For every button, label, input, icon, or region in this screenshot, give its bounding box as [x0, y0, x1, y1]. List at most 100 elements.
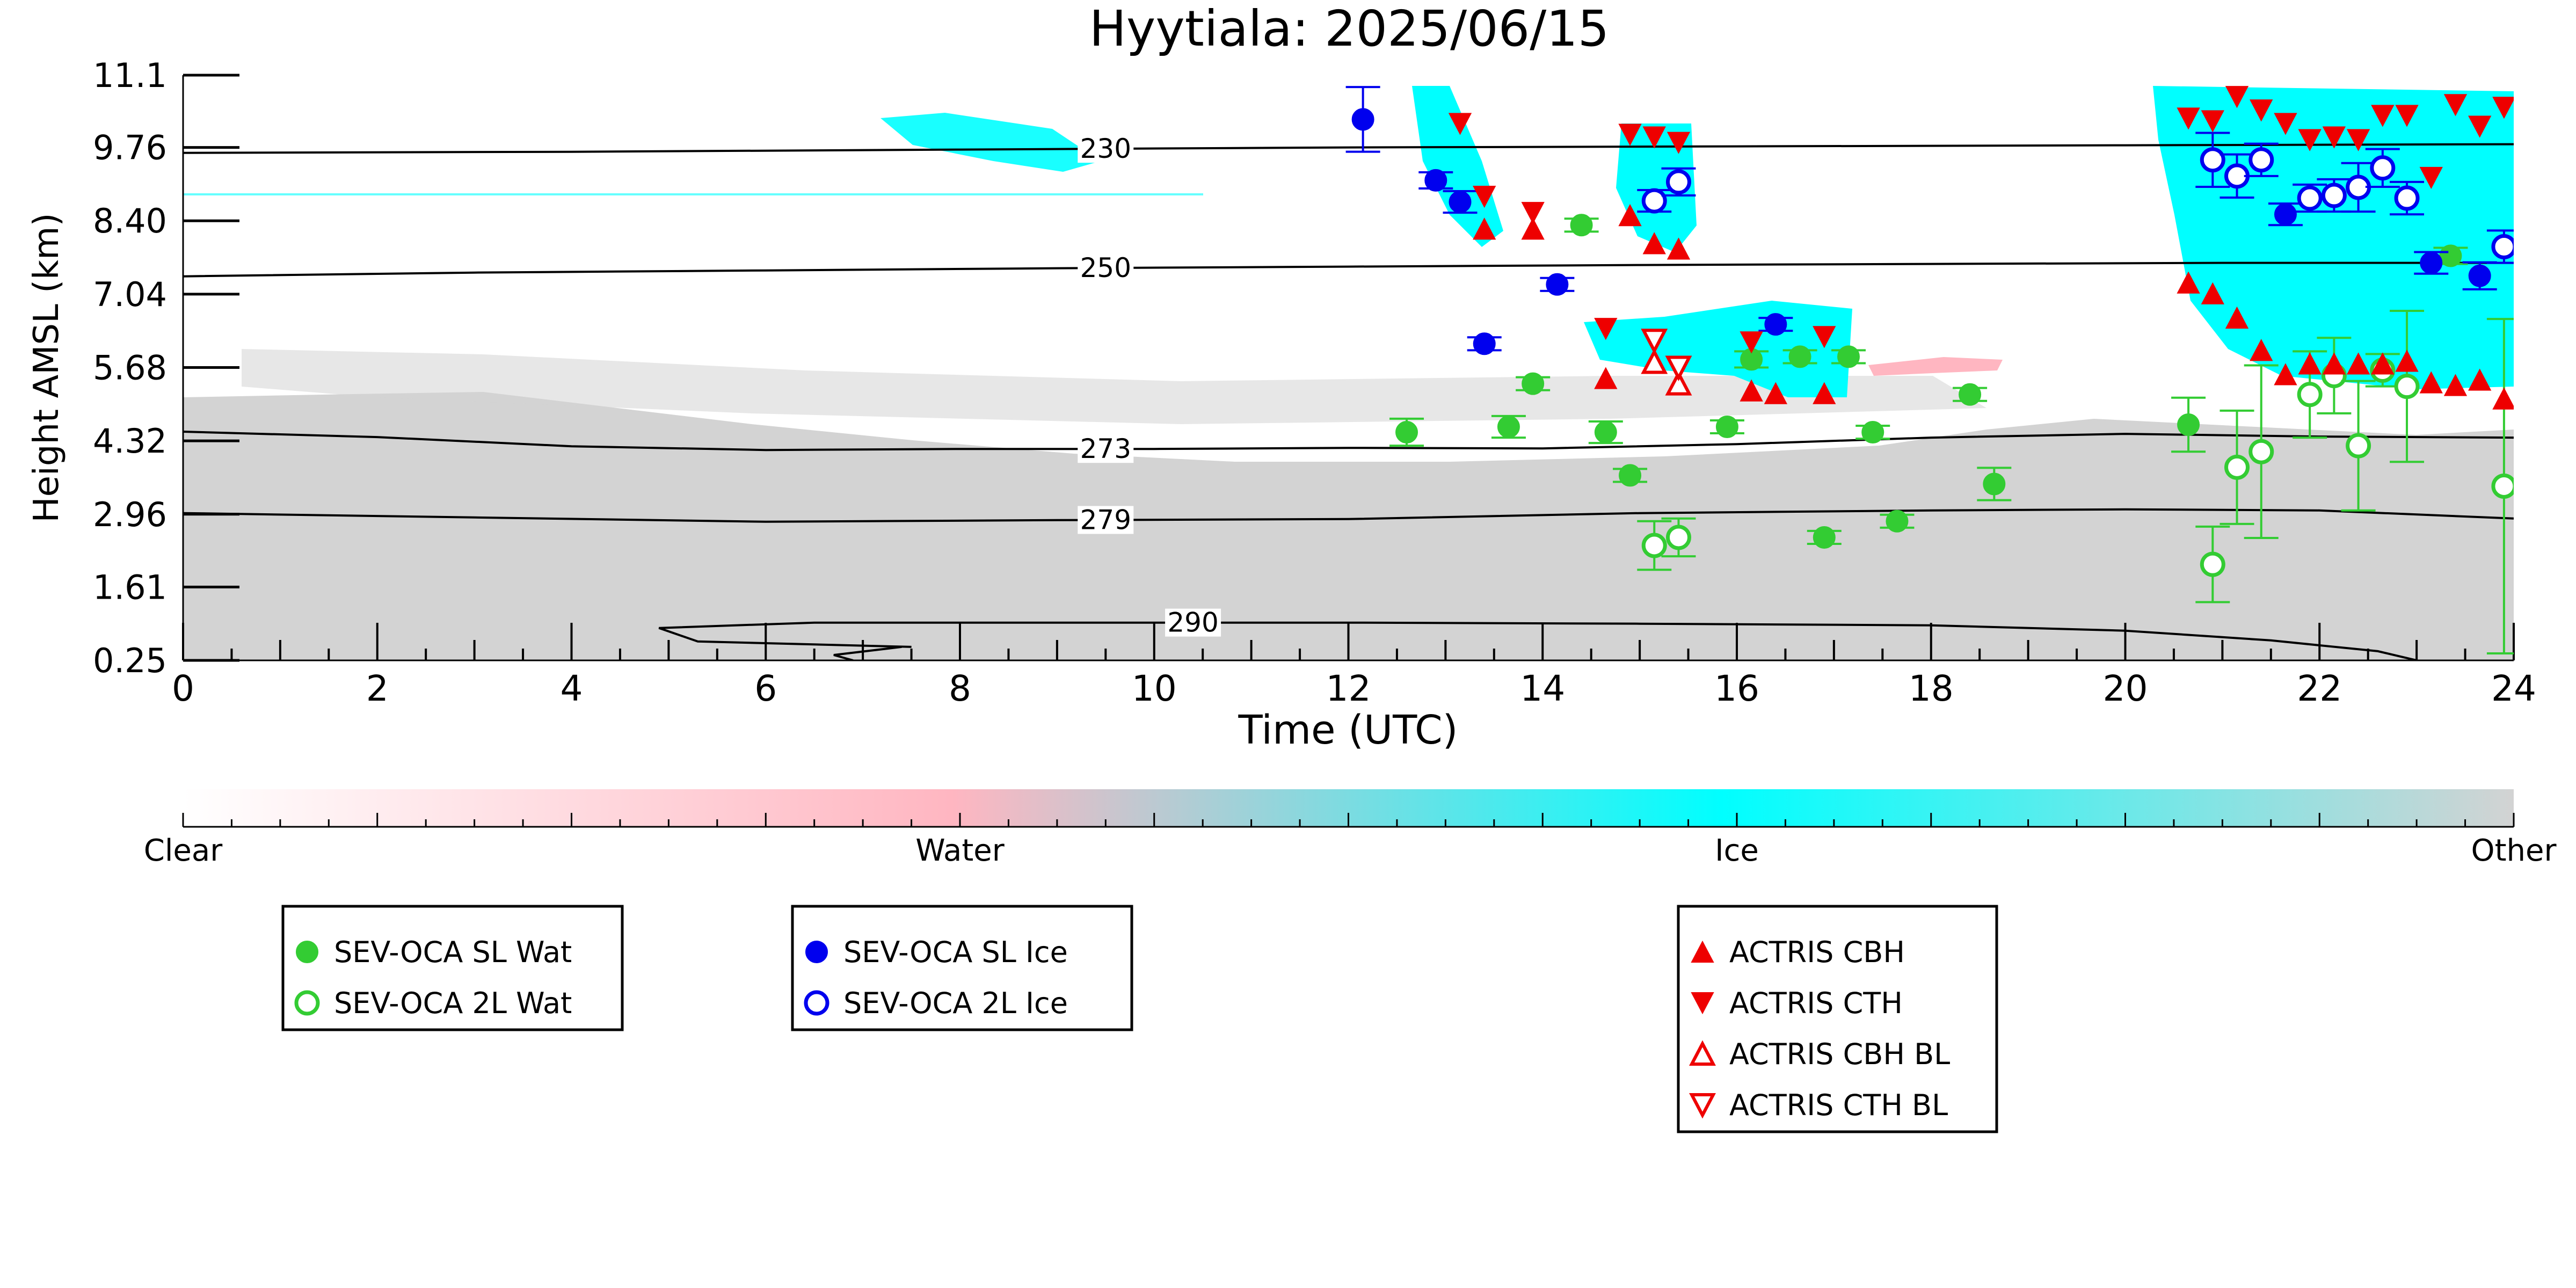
sev-oca-sl-ice-point [1449, 191, 1472, 214]
sev-oca-sl-wat-point [1594, 421, 1617, 444]
actris-cth-point [2371, 105, 2395, 127]
sev-oca-sl-wat-point [2439, 244, 2462, 267]
actris-cbh-point [2274, 363, 2297, 385]
sev-oca-sl-wat-point [1886, 510, 1909, 533]
actris-cth-point [2419, 166, 2443, 190]
actris-cbh-bl-point [1665, 370, 1692, 396]
actris-cbh-point [2322, 352, 2346, 375]
actris-cth-point [2177, 107, 2200, 130]
sev-oca-sl-wat-point [1395, 421, 1418, 444]
temperature-contour-labels: 230 250 273 279 290 [1078, 133, 1221, 638]
contour-line [183, 508, 2514, 523]
legend-label: SEV-OCA SL Ice [843, 935, 1068, 969]
actris-cbh-point [1740, 379, 1763, 402]
actris-cbh-point [2443, 374, 2468, 396]
actris-cth-point [1521, 202, 1545, 224]
cloud-height-markers [1345, 86, 2514, 654]
x-tick-label: 0 [172, 668, 194, 709]
legend-label: SEV-OCA 2L Ice [843, 986, 1068, 1020]
actris-cbh-point [2250, 339, 2273, 361]
actris-cth-point [1618, 123, 1642, 146]
sev-oca-sl-wat-point [1522, 372, 1545, 395]
legend-marker [296, 941, 318, 963]
x-tick-label: 16 [1714, 668, 1759, 709]
actris-cth-point [2492, 97, 2514, 119]
temperature-contours [183, 143, 2514, 660]
actris-cth-point [2274, 113, 2297, 135]
contour-line [183, 143, 2514, 154]
y-tick-label: 1.61 [93, 567, 167, 607]
sev-oca-sl-ice-point [1546, 273, 1569, 296]
actris-cbh-point [2371, 352, 2395, 375]
actris-cth-point [2468, 115, 2492, 138]
actris-cth-point [1813, 326, 1836, 348]
actris-cth-point [2395, 105, 2419, 127]
actris-cth-point [2443, 94, 2468, 117]
sev-oca-2l-ice-point [2200, 147, 2225, 173]
cloud-mask-fields [183, 86, 2514, 660]
legend-marker [1689, 1040, 1716, 1066]
legend-label: ACTRIS CTH BL [1729, 1088, 1948, 1122]
legends: SEV-OCA SL Wat SEV-OCA 2L Wat SEV-OCA SL I… [281, 905, 1998, 1133]
actris-cbh-point [2419, 371, 2443, 394]
legend-label: SEV-OCA 2L Wat [334, 986, 572, 1020]
actris-cbh-point [2201, 282, 2224, 304]
actris-cbh-point [1618, 204, 1642, 227]
contour-label: 250 [1080, 252, 1131, 283]
y-tick-label: 4.32 [93, 421, 167, 461]
sev-oca-sl-wat-point [1837, 345, 1860, 368]
x-tick-label: 18 [1909, 668, 1954, 709]
sev-oca-2l-wat-point [2394, 374, 2420, 399]
other-field-upper [242, 349, 1986, 424]
colorbar: Clear Water Ice Other [144, 789, 2557, 868]
x-tick-label: 2 [366, 668, 389, 709]
actris-cth-point [1594, 318, 1618, 340]
sev-oca-2l-wat-point [2346, 433, 2371, 459]
sev-oca-2l-ice-point [1665, 169, 1691, 195]
x-tick-label: 10 [1132, 668, 1177, 709]
colorbar-label: Clear [144, 833, 223, 868]
sev-oca-2l-wat-point [2224, 454, 2250, 480]
legend-marker [805, 941, 828, 963]
legend-label: SEV-OCA SL Wat [334, 935, 572, 969]
actris-cth-point [1642, 126, 1666, 149]
sev-oca-2l-ice-point [2394, 185, 2420, 211]
actris-cbh-point [1642, 232, 1666, 254]
sev-oca-sl-wat-point [1497, 416, 1520, 439]
contour-label-bg [1078, 254, 1134, 282]
contour-line [183, 261, 2514, 278]
sev-oca-2l-ice-point [2248, 147, 2274, 173]
contour-label-bg [1078, 435, 1134, 463]
colorbar-label: Water [915, 833, 1005, 868]
x-tick-label: 4 [561, 668, 583, 709]
contour-label: 273 [1080, 433, 1131, 464]
legend-marker [1691, 992, 1714, 1015]
actris-cth-point [2225, 86, 2249, 108]
x-tick-label: 20 [2103, 668, 2148, 709]
x-tick-label: 6 [754, 668, 777, 709]
sev-oca-sl-wat-point [1619, 464, 1642, 487]
actris-cbh-point [2346, 352, 2370, 375]
actris-cth-point [1473, 186, 1496, 208]
actris-cbh-point [2225, 306, 2249, 329]
legend-box [281, 905, 624, 1031]
water-field [1868, 357, 2003, 376]
sev-oca-sl-ice-point [2468, 264, 2491, 287]
sev-oca-sl-ice-point [1351, 108, 1374, 131]
actris-cbh-point [1473, 217, 1496, 240]
sev-oca-sl-ice-point [1473, 332, 1496, 355]
sev-oca-2l-ice-point [2370, 155, 2396, 181]
sev-oca-2l-ice-point [1641, 188, 1667, 214]
other-field [183, 392, 2514, 660]
sev-oca-2l-wat-point [1665, 525, 1691, 550]
ice-field-main [2153, 86, 2514, 389]
contour-line [183, 431, 2514, 452]
sev-oca-2l-wat-point [2297, 382, 2323, 407]
contour-line [658, 621, 2417, 660]
contour-label-bg [1165, 608, 1221, 637]
sev-oca-2l-wat-point [1641, 533, 1667, 558]
legend-box [1677, 905, 1998, 1133]
actris-cbh-point [1521, 217, 1545, 240]
legend-box [791, 905, 1133, 1031]
actris-cth-bl-point [1665, 355, 1692, 381]
